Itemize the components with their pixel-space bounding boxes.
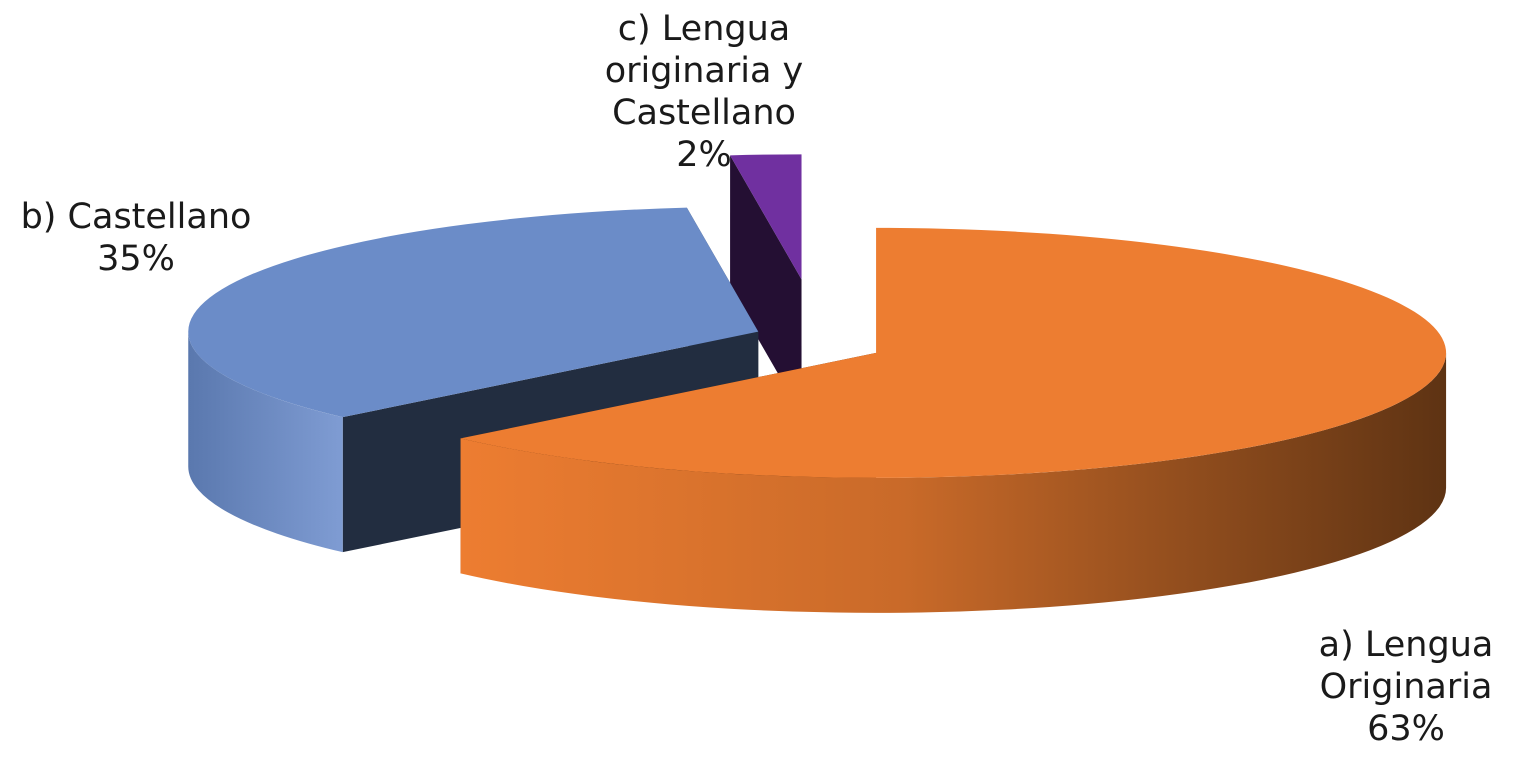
slice-label-lengua-originaria-y-castellano: c) Lengua originaria y Castellano 2% [588, 8, 820, 176]
slice-label-line: Originaria [1319, 667, 1493, 707]
pie-slice [730, 154, 802, 280]
pie-slice [460, 227, 1447, 478]
slice-label-line: a) Lengua [1318, 625, 1494, 665]
slice-percent-label: 2% [676, 135, 732, 175]
slice-outer-wall [188, 331, 343, 553]
slice-percent-label: 35% [97, 239, 175, 279]
slice-label-line: b) Castellano [20, 197, 252, 237]
slice-label-lengua-originaria: a) Lengua Originaria 63% [1300, 624, 1512, 750]
slice-percent-label: 63% [1367, 709, 1445, 749]
slice-label-line: c) Lengua [617, 9, 791, 49]
slice-outer-wall [460, 352, 1447, 613]
slice-label-line: Castellano [612, 93, 796, 133]
slice-label-castellano: b) Castellano 35% [0, 196, 272, 280]
pie-slice [188, 207, 759, 418]
slice-side-wall [730, 155, 802, 415]
slice-label-line: originaria y [604, 51, 804, 91]
